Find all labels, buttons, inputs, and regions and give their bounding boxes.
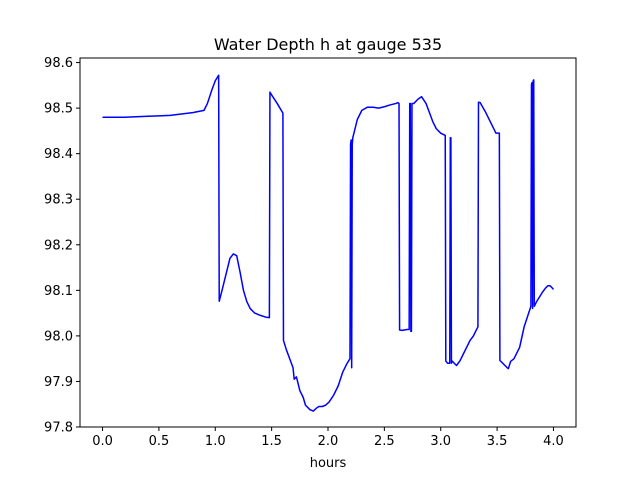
y-tick-label: 97.9 — [44, 375, 73, 390]
x-tick-label: 3.0 — [430, 434, 451, 449]
y-tick-label: 97.8 — [44, 421, 73, 436]
x-tick-label: 1.0 — [205, 434, 226, 449]
y-axis: 97.8 97.9 98.0 98.1 98.2 98.3 98.4 98.5 98.6 — [44, 56, 80, 436]
x-tick-label: 0.0 — [92, 434, 113, 449]
x-axis-label: hours — [310, 456, 347, 471]
chart-title: Water Depth h at gauge 535 — [214, 35, 442, 54]
x-tick-label: 2.5 — [374, 434, 395, 449]
y-tick-label: 98.1 — [44, 284, 73, 299]
x-tick-label: 3.5 — [487, 434, 508, 449]
x-tick-label: 2.0 — [318, 434, 339, 449]
y-tick-label: 98.5 — [44, 102, 73, 117]
plot-area — [79, 57, 577, 428]
y-tick-label: 98.6 — [44, 56, 73, 71]
y-tick-label: 98.3 — [44, 193, 73, 208]
x-tick-label: 0.5 — [149, 434, 170, 449]
x-axis: 0.0 0.5 1.0 1.5 2.0 2.5 3.0 3.5 4.0 — [92, 427, 564, 449]
depth-series-line — [102, 74, 555, 412]
x-tick-label: 4.0 — [543, 434, 564, 449]
x-tick-label: 1.5 — [261, 434, 282, 449]
plot-frame — [79, 57, 577, 428]
y-tick-label: 98.4 — [44, 147, 73, 162]
y-tick-label: 98.2 — [44, 238, 73, 253]
y-tick-label: 98.0 — [44, 329, 73, 344]
